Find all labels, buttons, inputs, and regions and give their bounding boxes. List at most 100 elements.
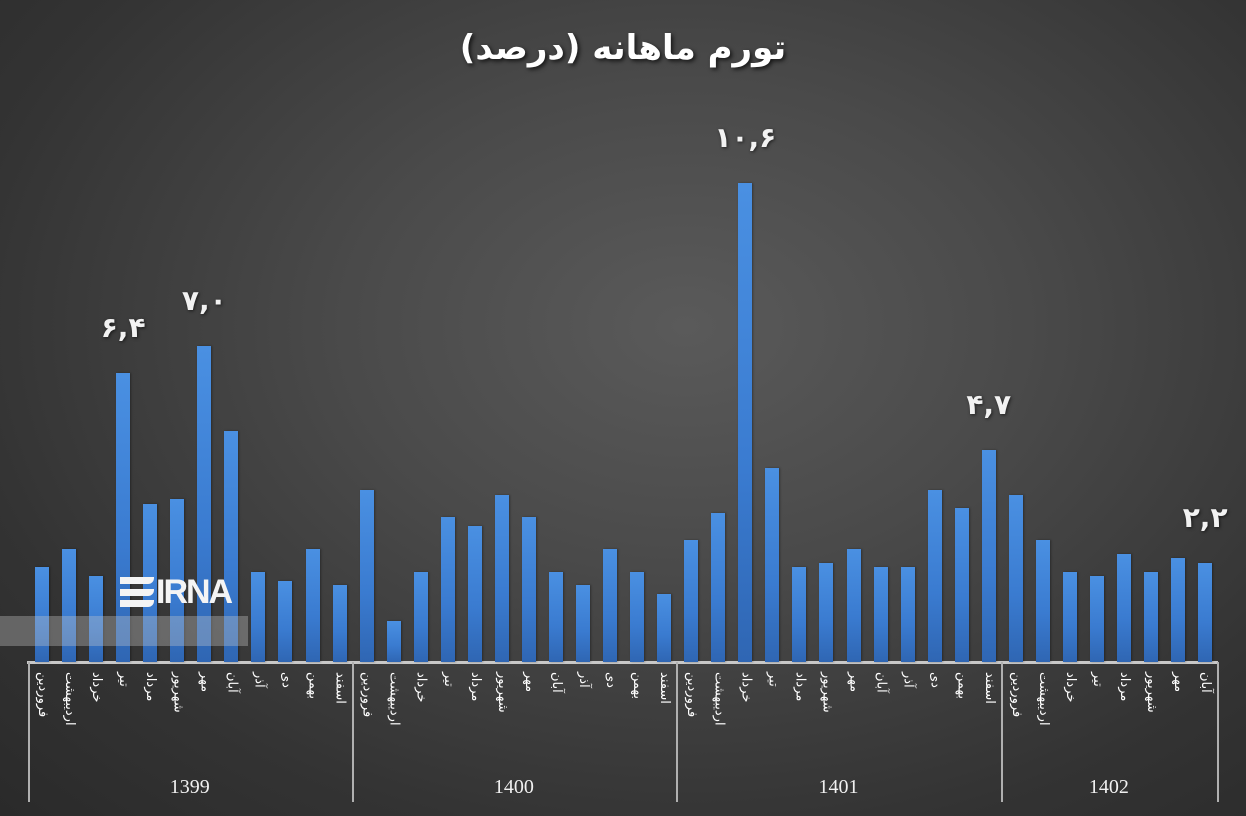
x-tick-label: خرداد: [738, 672, 754, 703]
bar: [413, 571, 428, 662]
bar: [576, 585, 590, 662]
x-tick-label: آبان: [873, 672, 889, 693]
bar: [954, 508, 969, 662]
x-axis-line: [27, 661, 1218, 664]
group-separator: [28, 662, 30, 802]
x-tick-label: مهر: [197, 672, 213, 693]
chart-title: تورم ماهانه (درصد): [459, 28, 787, 68]
x-tick-label: فروردین: [684, 672, 700, 718]
bar: [711, 512, 726, 662]
bar: [332, 585, 347, 662]
year-group-label: 1401: [818, 776, 859, 798]
bar: [1035, 539, 1050, 662]
group-separator: [351, 662, 354, 802]
data-label: ۱۰,۶: [714, 120, 777, 154]
bar: [62, 549, 77, 662]
bar: [386, 621, 401, 662]
x-tick-label: مرداد: [1117, 672, 1132, 702]
bar: [467, 526, 482, 662]
x-tick-label: آذر: [900, 672, 916, 688]
x-tick-label: خرداد: [413, 672, 429, 703]
x-tick-label: تیر: [116, 672, 132, 687]
x-tick-label: اسفند: [332, 672, 348, 704]
data-label: ۲,۲: [1182, 500, 1228, 534]
x-tick-label: بهمن: [630, 672, 646, 700]
bar: [846, 549, 861, 662]
bar: [494, 494, 509, 662]
x-tick-label: آبان: [224, 672, 240, 693]
bar: [251, 571, 266, 662]
bar: [305, 549, 320, 662]
group-separator: [676, 662, 679, 802]
x-tick-label: تیر: [440, 672, 456, 687]
bar: [170, 499, 185, 662]
bar: [1117, 553, 1131, 662]
bar: [792, 567, 807, 662]
bar: [900, 567, 915, 662]
bar: [278, 580, 293, 662]
bar: [1062, 571, 1077, 662]
x-tick-label: اردیبهشت: [386, 672, 402, 726]
bar: [684, 539, 699, 662]
x-tick-label: مرداد: [792, 672, 808, 702]
x-tick-label: اردیبهشت: [62, 672, 78, 726]
data-label: ۷,۰: [181, 283, 227, 317]
group-separator: [1000, 662, 1003, 802]
x-tick-label: آذر: [576, 672, 591, 688]
x-tick-label: مهر: [1171, 672, 1187, 693]
bar: [89, 576, 104, 662]
x-tick-label: اسفند: [981, 672, 997, 704]
bar: [1144, 571, 1159, 662]
x-tick-label: مرداد: [143, 672, 159, 702]
x-tick-label: مهر: [846, 672, 862, 693]
bar: [738, 182, 753, 662]
x-tick-label: شهریور: [494, 672, 510, 713]
bar: [1008, 494, 1023, 662]
x-tick-label: اسفند: [657, 672, 673, 704]
x-tick-label: تیر: [765, 672, 781, 687]
x-tick-label: بهمن: [305, 672, 321, 700]
bar: [927, 490, 942, 662]
bar: [603, 549, 618, 662]
watermark-band: [0, 616, 248, 646]
bar: [981, 449, 996, 662]
bar: [521, 517, 536, 662]
x-tick-label: دی: [927, 672, 943, 688]
bar: [359, 490, 374, 662]
x-tick-label: خرداد: [89, 672, 105, 703]
year-group-label: 1400: [493, 776, 534, 798]
x-tick-label: آبان: [1198, 672, 1214, 693]
x-tick-label: مهر: [521, 672, 537, 693]
bar: [873, 567, 888, 662]
year-group-label: 1399: [169, 776, 210, 798]
x-tick-label: آبان: [548, 672, 564, 693]
x-tick-label: شهریور: [170, 672, 186, 713]
x-tick-label: دی: [603, 672, 619, 688]
x-tick-label: شهریور: [819, 672, 835, 713]
irna-watermark: IRNA: [120, 572, 250, 611]
bar: [35, 567, 49, 662]
watermark-text: IRNA: [156, 572, 233, 611]
x-tick-label: اردیبهشت: [711, 672, 727, 726]
x-tick-label: خرداد: [1062, 672, 1078, 703]
bar: [1171, 558, 1186, 662]
bar: [1198, 562, 1213, 662]
bar: [819, 562, 834, 662]
data-label: ۶,۴: [100, 310, 146, 344]
x-tick-label: فروردین: [359, 672, 375, 718]
irna-logo-icon: [120, 577, 154, 607]
x-tick-label: مرداد: [467, 672, 483, 702]
bar: [630, 571, 645, 662]
x-tick-label: دی: [278, 672, 294, 688]
x-tick-label: آذر: [251, 672, 267, 688]
x-tick-label: فروردین: [1008, 672, 1024, 718]
x-tick-label: تیر: [1089, 672, 1105, 687]
bar: [657, 594, 672, 662]
bar: [197, 345, 212, 662]
x-tick-label: اردیبهشت: [1035, 672, 1051, 726]
bar: [1089, 576, 1104, 662]
bar: [765, 467, 780, 662]
x-tick-label: بهمن: [954, 672, 970, 700]
bar: [440, 517, 455, 662]
